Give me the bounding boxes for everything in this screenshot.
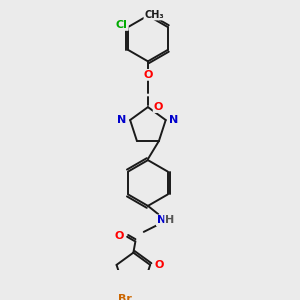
Text: Br: Br [118, 294, 132, 300]
Text: N: N [157, 215, 166, 225]
Text: O: O [155, 260, 164, 270]
Text: O: O [143, 70, 153, 80]
Text: H: H [165, 215, 174, 225]
Text: N: N [117, 115, 126, 125]
Text: O: O [154, 102, 163, 112]
Text: CH₃: CH₃ [144, 10, 164, 20]
Text: Cl: Cl [116, 20, 128, 30]
Text: N: N [169, 115, 179, 125]
Text: O: O [114, 231, 124, 241]
